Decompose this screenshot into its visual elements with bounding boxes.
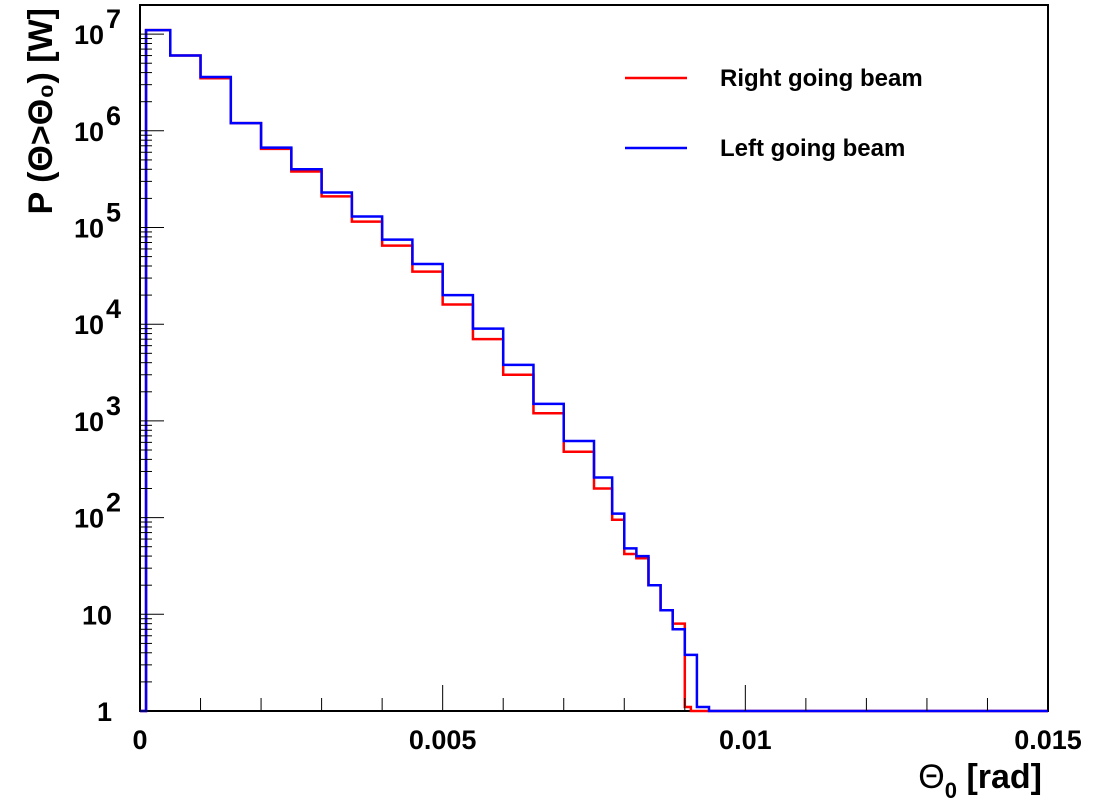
plot-frame xyxy=(139,4,1049,712)
y-tick-exponent: 6 xyxy=(106,101,121,131)
series-line-1 xyxy=(140,28,1048,713)
y-tick-exponent: 5 xyxy=(106,198,121,228)
series-layer xyxy=(140,28,1048,713)
x-axis-title-subscript: 0 xyxy=(945,778,957,803)
legend-label-0: Right going beam xyxy=(720,65,923,92)
y-axis-title: P (Θ>Θ₀) [W] xyxy=(22,8,60,214)
x-tick-label: 0 xyxy=(132,725,147,755)
y-tick-label: 1 xyxy=(97,697,112,727)
x-axis-title-symbol: Θ xyxy=(918,758,944,796)
y-tick-exponent: 3 xyxy=(106,391,121,421)
y-tick-label: 10 xyxy=(82,600,112,630)
x-tick-label: 0.005 xyxy=(409,725,477,755)
y-tick-label: 10 xyxy=(74,504,104,534)
series-line-0 xyxy=(140,28,1048,713)
x-axis-title: Θ0 [rad] xyxy=(918,758,1042,803)
y-tick-exponent: 2 xyxy=(106,488,121,518)
y-tick-label: 10 xyxy=(74,117,104,147)
legend: Right going beam Left going beam xyxy=(625,65,923,162)
y-tick-label: 10 xyxy=(74,214,104,244)
y-tick-exponent: 4 xyxy=(106,294,121,324)
y-tick-label: 10 xyxy=(74,407,104,437)
x-tick-label: 0.01 xyxy=(719,725,772,755)
legend-label-1: Left going beam xyxy=(720,135,905,162)
y-tick-label: 10 xyxy=(74,20,104,50)
x-axis: 0 0.005 0.01 0.015 xyxy=(132,685,1082,755)
y-tick-label: 10 xyxy=(74,310,104,340)
x-tick-label: 0.015 xyxy=(1014,725,1082,755)
y-tick-exponent: 7 xyxy=(106,4,121,34)
x-axis-title-unit: [rad] xyxy=(957,758,1042,796)
